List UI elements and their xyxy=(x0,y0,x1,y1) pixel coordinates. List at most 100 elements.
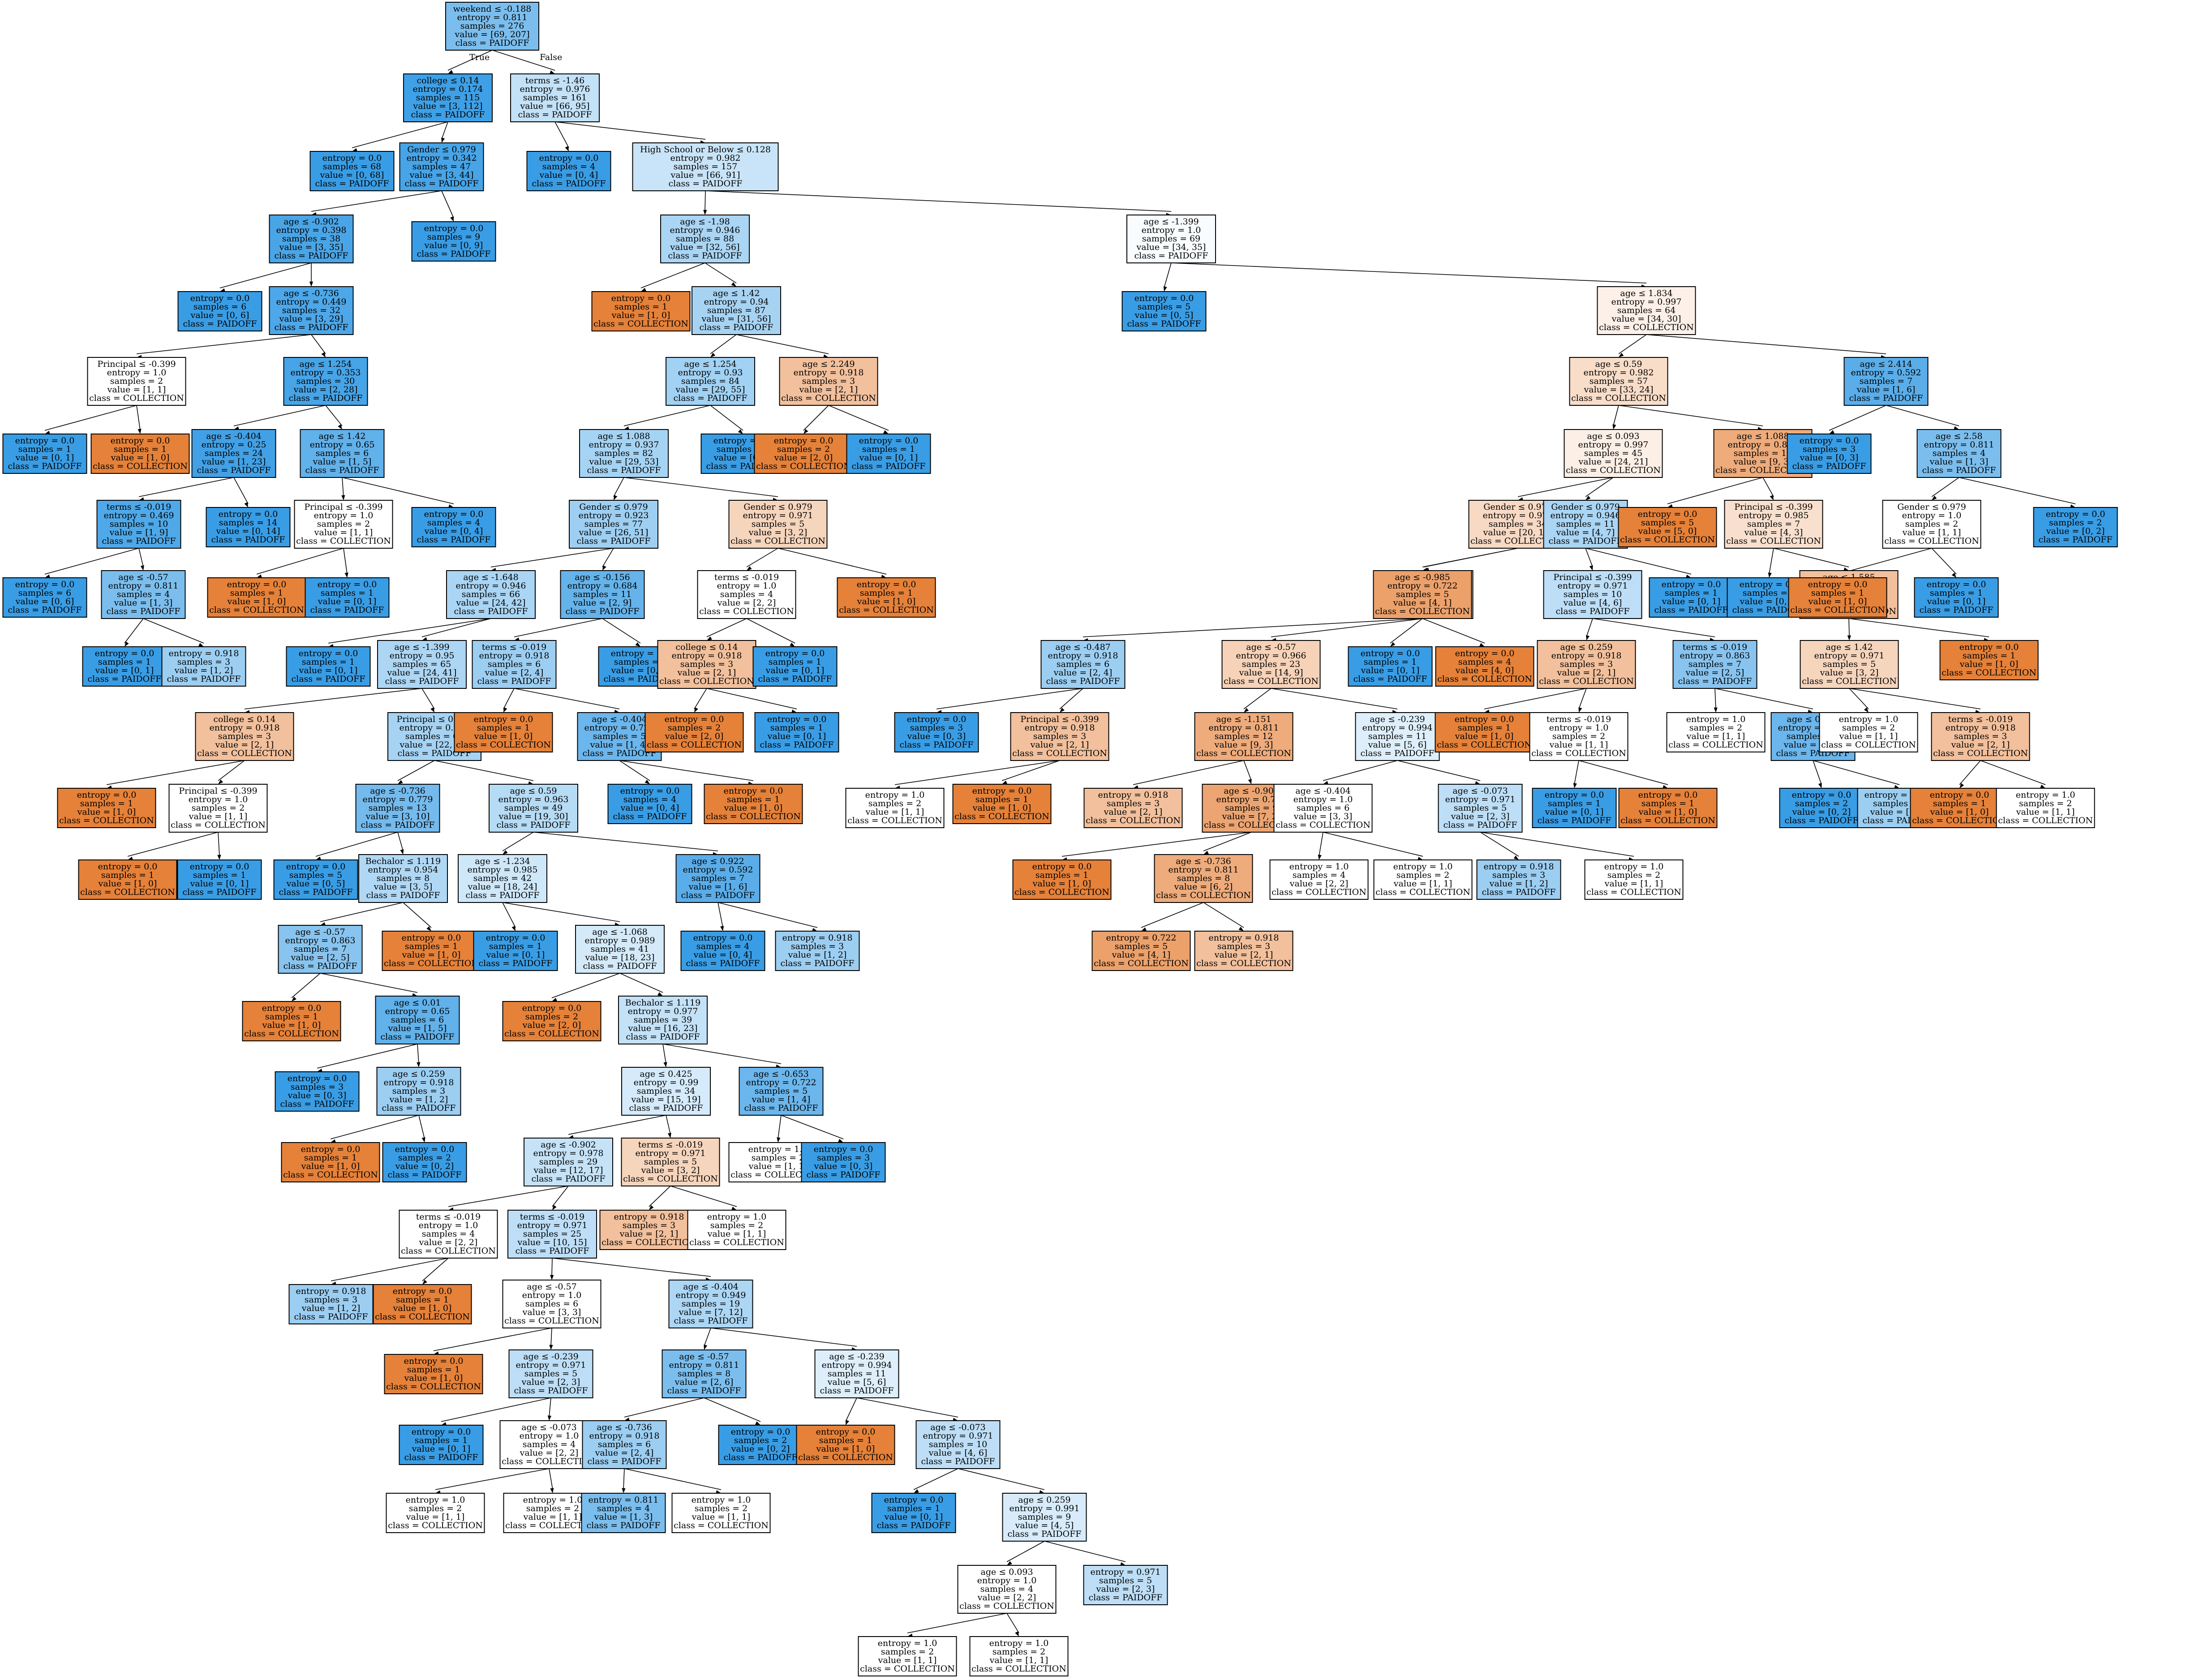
tree-edge-arrowhead xyxy=(1475,781,1480,785)
node-text-line: value = [0, 1] xyxy=(95,666,154,675)
node-text-line: entropy = 0.0 xyxy=(286,862,346,872)
node-text-line: samples = 38 xyxy=(282,234,341,244)
node-text-line: value = [2, 1] xyxy=(799,385,858,395)
tree-edge-arrowhead xyxy=(2040,784,2045,788)
tree-edge-arrowhead xyxy=(1318,855,1322,860)
node-text-line: class = COLLECTION xyxy=(1599,322,1694,332)
tree-edge xyxy=(1397,760,1481,781)
node-text-line: value = [20, 14] xyxy=(1483,528,1553,537)
node-text-line: value = [2, 0] xyxy=(522,1020,581,1030)
node-text-line: value = [0, 3] xyxy=(814,1161,873,1171)
node-box xyxy=(952,784,1052,824)
node-text-line: value = [0, 1] xyxy=(190,879,249,889)
node-text-line: value = [2, 4] xyxy=(595,1448,654,1458)
node-box xyxy=(1373,570,1472,619)
node-text-line: samples = 57 xyxy=(1590,376,1648,386)
node-box xyxy=(101,570,186,619)
node-text-line: samples = 66 xyxy=(462,589,520,599)
node-box xyxy=(969,1636,1069,1676)
node-text-line: entropy = 1.0 xyxy=(865,790,925,800)
node-text-line: entropy = 0.985 xyxy=(468,865,538,875)
node-text-line: entropy = 0.0 xyxy=(393,1286,452,1296)
tree-edge-arrowhead xyxy=(803,429,808,434)
node-text-line: class = PAIDOFF xyxy=(2039,535,2113,545)
node-box xyxy=(507,1210,597,1259)
node-text-line: samples = 11 xyxy=(1556,519,1615,529)
node-text-line: entropy = 1.0 xyxy=(707,1212,767,1222)
node-box xyxy=(1002,1493,1087,1542)
node-text-line: entropy = 0.0 xyxy=(412,1427,471,1437)
node-text-line: value = [0, 4] xyxy=(539,170,598,180)
node-text-line: Gender ≤ 0.979 xyxy=(1551,502,1620,512)
tree-edge xyxy=(623,405,711,426)
node-text-line: entropy = 0.0 xyxy=(693,933,753,943)
node-text-line: samples = 2 xyxy=(2049,518,2102,528)
node-text-line: entropy = 0.954 xyxy=(368,865,438,875)
node-text-line: class = COLLECTION xyxy=(602,1237,696,1247)
node-text-line: samples = 3 xyxy=(623,1220,675,1230)
node-text-line: samples = 1 xyxy=(1811,588,1864,598)
node-text-line: entropy = 0.971 xyxy=(1558,581,1628,591)
node-text-line: entropy = 1.0 xyxy=(523,1495,583,1505)
node-text-line: age ≤ -1.98 xyxy=(680,217,730,227)
node-text-line: class = PAIDOFF xyxy=(1482,887,1556,897)
node-text-line: value = [1, 0] xyxy=(404,1373,463,1383)
node-text-line: samples = 12 xyxy=(1215,731,1273,741)
node-text-line: samples = 1 xyxy=(1933,799,1986,808)
node-text-line: value = [0, 1] xyxy=(299,666,358,675)
node-text-line: entropy = 0.0 xyxy=(1638,790,1698,800)
tree-edge-arrowhead xyxy=(1864,707,1869,713)
node-text-line: class = COLLECTION xyxy=(384,958,479,968)
tree-edge xyxy=(1484,688,1587,709)
node-box xyxy=(1800,640,1899,689)
node-text-line: entropy = 0.174 xyxy=(413,84,483,94)
node-text-line: class = COLLECTION xyxy=(971,1664,1066,1674)
node-text-line: class = PAIDOFF xyxy=(921,1457,995,1466)
node-box xyxy=(599,1210,699,1250)
node-box xyxy=(1788,577,1887,618)
node-text-line: class = PAIDOFF xyxy=(724,1452,798,1462)
node-text-line: samples = 3 xyxy=(910,723,963,733)
tree-edge xyxy=(1829,405,1886,431)
tree-edge-arrowhead xyxy=(1120,1562,1126,1566)
node-text-line: entropy = 0.997 xyxy=(1611,297,1682,307)
node-text-line: class = COLLECTION xyxy=(1998,816,2093,825)
node-text-line: samples = 10 xyxy=(110,519,168,529)
node-text-line: entropy = 0.93 xyxy=(678,368,743,378)
tree-edge xyxy=(418,1115,425,1139)
node-box xyxy=(1914,577,1999,618)
node-text-line: class = COLLECTION xyxy=(388,1521,483,1530)
node-box xyxy=(569,500,658,549)
node-text-line: class = PAIDOFF xyxy=(8,461,82,471)
node-text-line: class = PAIDOFF xyxy=(1361,748,1435,758)
node-text-line: age ≤ -0.156 xyxy=(575,572,630,582)
node-box xyxy=(796,1425,895,1465)
node-text-line: value = [1, 0] xyxy=(227,597,286,606)
node-text-line: entropy = 0.722 xyxy=(1388,581,1458,591)
tree-edge xyxy=(320,902,404,922)
node-text-line: entropy = 0.764 xyxy=(1216,795,1287,804)
tree-edge-arrowhead xyxy=(338,424,342,430)
node-text-line: class = PAIDOFF xyxy=(107,606,180,616)
tree-edge xyxy=(710,1328,857,1347)
tree-edge-arrowhead xyxy=(400,849,404,855)
node-text-line: value = [4, 6] xyxy=(1563,598,1622,608)
tree-edge-arrowhead xyxy=(738,429,743,434)
node-text-line: class = COLLECTION xyxy=(1933,748,2028,758)
node-text-line: entropy = 0.971 xyxy=(636,1148,706,1158)
tree-edge-arrowhead xyxy=(140,565,144,571)
node-text-line: class = PAIDOFF xyxy=(1785,816,1859,825)
node-box xyxy=(1194,931,1293,971)
